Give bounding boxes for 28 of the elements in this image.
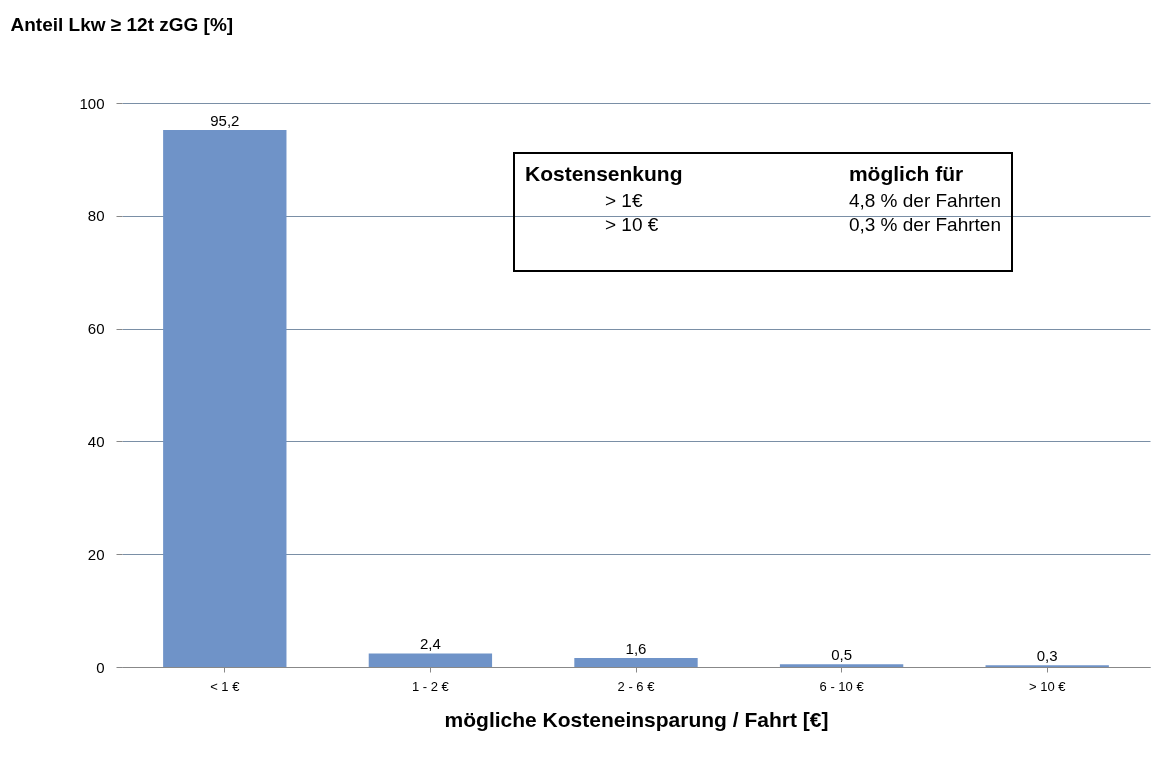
x-tick-label: < 1 € [210, 678, 241, 694]
data-label: 2,4 [419, 635, 441, 653]
y-tick-label: 20 [87, 545, 105, 563]
y-tick-label: 0 [96, 658, 105, 676]
data-label: 95,2 [210, 112, 240, 130]
annotation: Kostensenkung [525, 162, 684, 187]
bar [779, 664, 904, 667]
annotation: > 1€ [604, 190, 644, 213]
data-label: 0,5 [831, 646, 853, 664]
annotation: 0,3 % der Fahrten [847, 214, 1001, 237]
x-tick-label: 2 - 6 € [617, 678, 656, 694]
y-tick-label: 40 [87, 432, 105, 450]
annotation: 4,8 % der Fahrten [847, 190, 1001, 213]
bar [574, 657, 698, 667]
x-tick-label: 1 - 2 € [411, 678, 450, 694]
x-axis-title: mögliche Kosteneinsparung / Fahrt [€] [444, 707, 829, 731]
x-tick-label: > 10 € [1028, 678, 1067, 694]
bar [368, 653, 493, 667]
y-axis-title: Anteil Lkw ≥ 12t zGG [%] [10, 13, 234, 35]
bar [163, 130, 287, 667]
annotation: > 10 € [604, 214, 660, 237]
y-tick-label: 80 [87, 207, 105, 225]
x-tick-label: 6 - 10 € [819, 678, 865, 694]
data-label: 1,6 [625, 639, 647, 657]
y-tick-label: 60 [87, 320, 105, 338]
data-label: 0,3 [1036, 647, 1058, 665]
y-tick-label: 100 [79, 94, 105, 112]
annotation: möglich für [847, 162, 965, 187]
